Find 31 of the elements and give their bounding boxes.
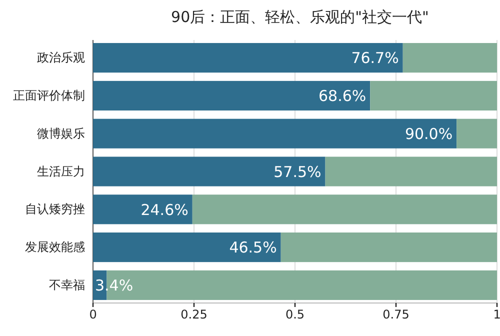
bar <box>402 43 497 73</box>
data-label: 76.7% <box>351 49 399 68</box>
y-tick-label: 不幸福 <box>49 278 85 292</box>
bar <box>456 118 497 148</box>
bar <box>93 232 281 262</box>
data-label: 24.6% <box>140 200 188 219</box>
y-tick-label: 正面评价体制 <box>13 88 85 103</box>
y-tick-label: 微博娱乐 <box>37 126 85 140</box>
bar <box>192 194 497 224</box>
data-label: 90.0% <box>404 125 453 144</box>
bar <box>93 156 326 186</box>
y-tick-label: 发展效能感 <box>25 240 85 254</box>
bar <box>93 118 457 148</box>
bar <box>93 80 370 110</box>
chart-title: 90后：正面、轻松、乐观的"社交一代" <box>171 8 429 26</box>
data-label: 46.5% <box>229 238 277 257</box>
bar <box>280 232 497 262</box>
bar <box>370 80 497 110</box>
x-tick-label: 1 <box>493 308 500 322</box>
x-tick-label: 0.75 <box>382 308 410 322</box>
bar <box>93 43 403 73</box>
data-label: 68.6% <box>318 87 366 106</box>
x-tick-label: 0.5 <box>285 308 305 322</box>
bar <box>325 156 497 186</box>
y-tick-label: 自认矮穷挫 <box>25 202 85 216</box>
data-label: 57.5% <box>274 162 322 181</box>
x-tick-label: 0 <box>89 308 97 322</box>
x-tick-label: 0.25 <box>180 308 208 322</box>
y-tick-label: 政治乐观 <box>37 50 85 65</box>
bar <box>93 194 192 224</box>
y-tick-label: 生活压力 <box>37 164 85 178</box>
